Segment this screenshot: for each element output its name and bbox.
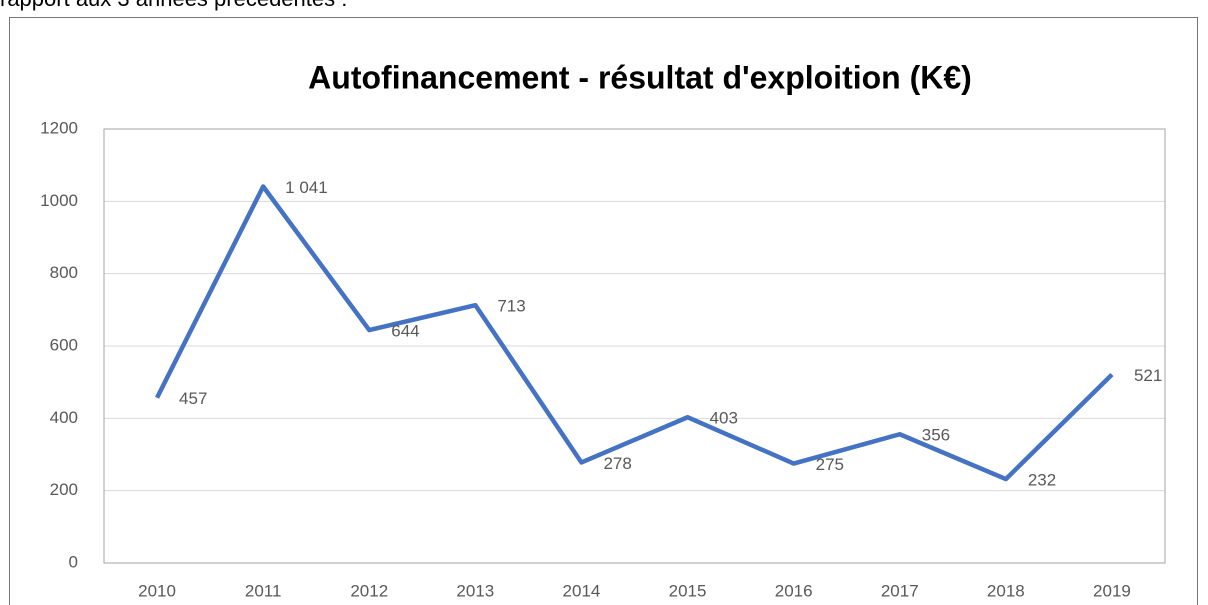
data-label: 521 (1134, 366, 1162, 385)
x-tick-label: 2019 (1093, 581, 1131, 600)
x-tick-label: 2017 (881, 581, 919, 600)
data-label: 232 (1028, 471, 1056, 490)
y-tick-label: 200 (50, 480, 78, 499)
x-tick-label: 2014 (563, 581, 601, 600)
chart-title: Autofinancement - résultat d'exploition … (308, 59, 972, 95)
data-label: 278 (603, 454, 631, 473)
plot-frame (103, 128, 1166, 564)
data-label: 356 (922, 426, 950, 445)
data-label: 403 (710, 409, 738, 428)
data-label: 713 (497, 297, 525, 316)
x-tick-label: 2011 (245, 581, 282, 600)
x-tick-label: 2018 (987, 581, 1025, 600)
x-tick-label: 2012 (350, 581, 388, 600)
y-tick-label: 1000 (40, 191, 78, 210)
x-tick-label: 2013 (456, 581, 494, 600)
x-tick-label: 2016 (775, 581, 813, 600)
data-label: 644 (391, 322, 419, 341)
data-line (155, 184, 1114, 482)
data-label: 457 (179, 389, 207, 408)
chart-frame (9, 17, 1198, 605)
data-label: 1 041 (285, 178, 328, 197)
intro-text: rapport aux 3 années précédentes : (0, 0, 347, 12)
x-tick-label: 2015 (669, 581, 707, 600)
y-tick-label: 600 (50, 335, 78, 354)
y-tick-label: 0 (69, 552, 78, 571)
data-label: 275 (816, 455, 844, 474)
y-tick-label: 400 (50, 408, 78, 427)
x-tick-label: 2010 (138, 581, 176, 600)
y-tick-label: 1200 (40, 118, 78, 137)
y-tick-label: 800 (50, 263, 78, 282)
